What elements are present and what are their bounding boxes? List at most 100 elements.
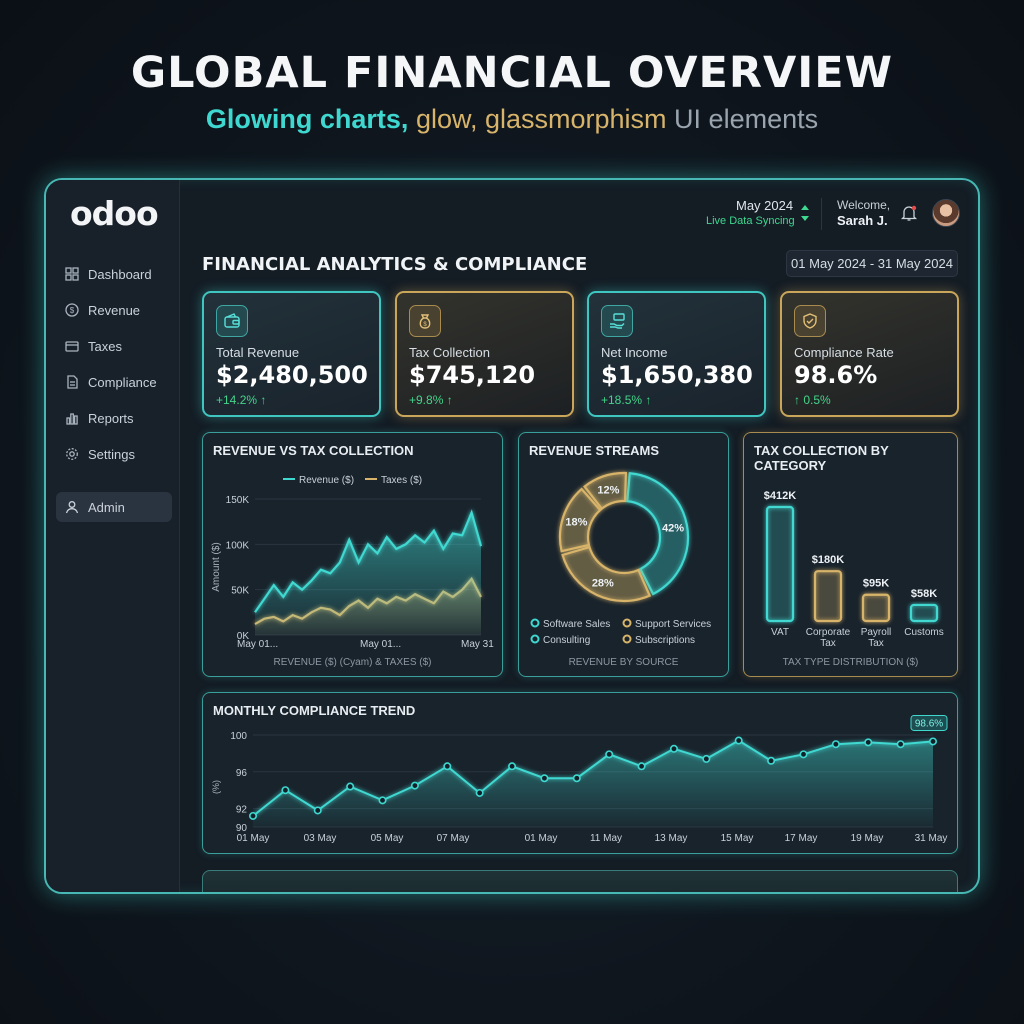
- x-tick-label: May 01...: [360, 639, 401, 650]
- last-value-label: 98.6%: [915, 718, 943, 729]
- data-point[interactable]: [605, 750, 614, 759]
- pie-slice-subscriptions[interactable]: [583, 471, 628, 511]
- x-tick-label: 07 May: [437, 833, 470, 844]
- bar-value-label: $412K: [764, 490, 796, 502]
- tax-category-panel: TAX COLLECTION BY CATEGORY $412K VAT $180K…: [743, 432, 958, 677]
- chart-footer: REVENUE BY SOURCE: [568, 657, 679, 668]
- slice-label: 18%: [565, 517, 587, 529]
- sidebar-item-admin[interactable]: Admin: [56, 492, 172, 522]
- data-point[interactable]: [443, 762, 452, 771]
- data-point[interactable]: [864, 738, 873, 747]
- sidebar-item-compliance[interactable]: Compliance: [56, 368, 172, 396]
- card-icon: [64, 338, 80, 354]
- hero-subtitle-part2: glow, glassmorphism: [415, 104, 667, 134]
- slice-label: 12%: [597, 484, 619, 496]
- gear-icon: [64, 446, 80, 462]
- x-tick-label: May 31: [461, 639, 494, 650]
- svg-text:$: $: [423, 322, 427, 328]
- legend-label: Support Services: [635, 619, 711, 630]
- data-point[interactable]: [734, 736, 743, 745]
- data-point[interactable]: [313, 806, 322, 815]
- y-tick-label: 96: [236, 768, 248, 779]
- bar-vat[interactable]: [765, 505, 795, 623]
- chart-title: REVENUE VS TAX COLLECTION: [213, 443, 414, 458]
- kpi-value: 98.6%: [794, 361, 878, 389]
- bottom-panel-partial: [202, 870, 958, 892]
- kpi-card-compliance-rate[interactable]: Compliance Rate 98.6% ↑ 0.5%: [780, 291, 959, 417]
- data-point[interactable]: [475, 788, 484, 797]
- topbar-divider: [821, 198, 822, 230]
- user-icon: [64, 499, 80, 515]
- wallet-icon: [216, 305, 248, 337]
- bar-value-label: $95K: [863, 578, 889, 590]
- data-point[interactable]: [508, 762, 517, 771]
- x-tick-label: VAT: [771, 627, 789, 638]
- bar-value-label: $58K: [911, 588, 937, 600]
- pie-slice-consulting[interactable]: [558, 487, 602, 553]
- avatar[interactable]: [932, 199, 960, 227]
- data-point[interactable]: [540, 774, 549, 783]
- odoo-logo[interactable]: odoo: [70, 194, 159, 233]
- y-tick-label: 150K: [226, 495, 250, 506]
- chart-footer: TAX TYPE DISTRIBUTION ($): [782, 657, 919, 668]
- kpi-card-tax-collection[interactable]: $ Tax Collection $745,120 +9.8% ↑: [395, 291, 574, 417]
- sidebar-item-dashboard[interactable]: Dashboard: [56, 260, 172, 288]
- sidebar-item-revenue[interactable]: $ Revenue: [56, 296, 172, 324]
- series-line-revenue[interactable]: [254, 509, 483, 613]
- compliance-trend-chart[interactable]: 90 92 96 100 (%) 01 May 03 May 05 May 07 May 01 M…: [203, 711, 959, 851]
- data-point[interactable]: [410, 781, 419, 790]
- trend-line[interactable]: [252, 739, 934, 817]
- bar-value-label: $180K: [812, 554, 844, 566]
- data-point[interactable]: [637, 762, 646, 771]
- revenue-streams-chart[interactable]: 42% 28% 18% 12% Software Sales Support Servic…: [519, 455, 730, 655]
- kpi-label: Tax Collection: [409, 345, 490, 360]
- bar-customs[interactable]: [909, 603, 939, 623]
- kpi-label: Net Income: [601, 345, 668, 360]
- date-range-picker[interactable]: 01 May 2024 - 31 May 2024: [786, 250, 958, 277]
- x-tick-label: Customs: [904, 627, 943, 638]
- sidebar-item-label: Taxes: [88, 338, 122, 354]
- hero-title: GLOBAL FINANCIAL OVERVIEW: [130, 48, 894, 98]
- sidebar-item-reports[interactable]: Reports: [56, 404, 172, 432]
- pie-slice-software-sales[interactable]: [626, 472, 690, 596]
- data-point[interactable]: [346, 782, 355, 791]
- data-point[interactable]: [767, 756, 776, 765]
- kpi-card-net-income[interactable]: Net Income $1,650,380 +18.5% ↑: [587, 291, 766, 417]
- data-point[interactable]: [799, 750, 808, 759]
- data-point[interactable]: [702, 754, 711, 763]
- data-point[interactable]: [669, 744, 678, 753]
- revenue-streams-panel: REVENUE STREAMS 42% 28% 18% 12% Software Sal…: [518, 432, 729, 677]
- bell-icon[interactable]: [900, 204, 918, 222]
- hero-subtitle: Glowing charts, glow, glassmorphism UI e…: [0, 104, 1024, 135]
- tax-category-chart[interactable]: $412KVAT$180KCorporateTax$95KPayrollTax$…: [744, 455, 959, 655]
- sidebar-item-taxes[interactable]: Taxes: [56, 332, 172, 360]
- bar-chart-icon: [64, 410, 80, 426]
- bar-corporate-tax[interactable]: [813, 570, 843, 623]
- hero-subtitle-part3: UI elements: [674, 104, 819, 134]
- bar-payroll-tax[interactable]: [861, 593, 891, 623]
- data-point[interactable]: [928, 737, 937, 746]
- sidebar-item-label: Reports: [88, 410, 134, 426]
- sidebar-item-label: Settings: [88, 446, 135, 462]
- money-bag-icon: $: [409, 305, 441, 337]
- x-tick-label: Corporate: [806, 627, 851, 638]
- x-tick-label: Tax: [820, 638, 836, 649]
- user-name: Sarah J.: [837, 213, 888, 228]
- welcome-text: Welcome,: [837, 198, 891, 212]
- data-point[interactable]: [831, 740, 840, 749]
- svg-text:$: $: [70, 306, 75, 315]
- legend-label: Consulting: [543, 635, 590, 646]
- revenue-tax-chart[interactable]: Revenue ($) Taxes ($) 0K 50K 100K 150K Amount …: [203, 455, 504, 670]
- data-point[interactable]: [378, 796, 387, 805]
- data-point[interactable]: [281, 786, 290, 795]
- dashboard-window: odoo Dashboard $ Revenue Taxes Complianc…: [44, 178, 980, 894]
- kpi-card-total-revenue[interactable]: Total Revenue $2,480,500 +14.2% ↑: [202, 291, 381, 417]
- data-point[interactable]: [248, 811, 257, 820]
- data-point[interactable]: [896, 740, 905, 749]
- pie-slice-support-services[interactable]: [561, 545, 652, 603]
- kpi-value: $2,480,500: [216, 361, 368, 389]
- x-tick-label: May 01...: [237, 639, 278, 650]
- sidebar-item-settings[interactable]: Settings: [56, 440, 172, 468]
- x-tick-label: Tax: [868, 638, 884, 649]
- data-point[interactable]: [572, 774, 581, 783]
